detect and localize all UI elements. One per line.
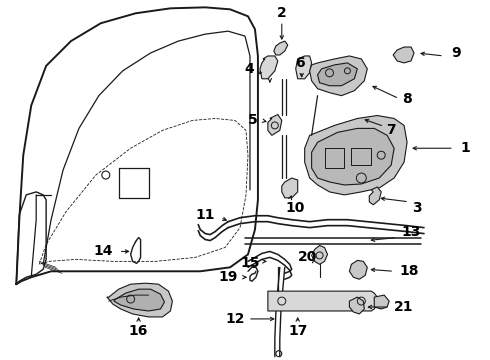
Text: 19: 19 xyxy=(219,270,238,284)
Text: 3: 3 xyxy=(412,201,422,215)
Text: 18: 18 xyxy=(399,264,418,278)
Polygon shape xyxy=(268,114,282,135)
Text: 15: 15 xyxy=(241,256,260,270)
Text: 16: 16 xyxy=(129,324,148,338)
Text: 2: 2 xyxy=(277,6,287,20)
Text: 12: 12 xyxy=(225,312,245,326)
Polygon shape xyxy=(393,47,414,63)
Polygon shape xyxy=(374,295,389,309)
Polygon shape xyxy=(318,63,357,86)
Text: 4: 4 xyxy=(244,62,254,76)
Polygon shape xyxy=(369,187,381,205)
Text: 20: 20 xyxy=(298,251,318,264)
Polygon shape xyxy=(312,246,327,264)
Polygon shape xyxy=(274,41,288,55)
Text: 14: 14 xyxy=(93,244,113,258)
Polygon shape xyxy=(282,178,298,198)
Text: 6: 6 xyxy=(295,56,304,70)
Text: 21: 21 xyxy=(394,300,414,314)
Polygon shape xyxy=(107,283,172,317)
Polygon shape xyxy=(268,291,377,311)
Text: 10: 10 xyxy=(285,201,304,215)
Polygon shape xyxy=(349,297,365,314)
Text: 8: 8 xyxy=(402,92,412,105)
Text: 13: 13 xyxy=(401,225,420,239)
Text: 17: 17 xyxy=(288,324,307,338)
Text: 5: 5 xyxy=(248,113,258,127)
Text: 7: 7 xyxy=(386,123,396,138)
Polygon shape xyxy=(312,129,394,185)
Polygon shape xyxy=(305,116,407,195)
Polygon shape xyxy=(114,289,165,311)
Polygon shape xyxy=(349,260,368,279)
Text: 1: 1 xyxy=(461,141,470,155)
Text: 9: 9 xyxy=(451,46,461,60)
Polygon shape xyxy=(295,56,312,79)
Polygon shape xyxy=(310,56,368,96)
Polygon shape xyxy=(260,56,278,79)
Text: 11: 11 xyxy=(196,208,215,222)
